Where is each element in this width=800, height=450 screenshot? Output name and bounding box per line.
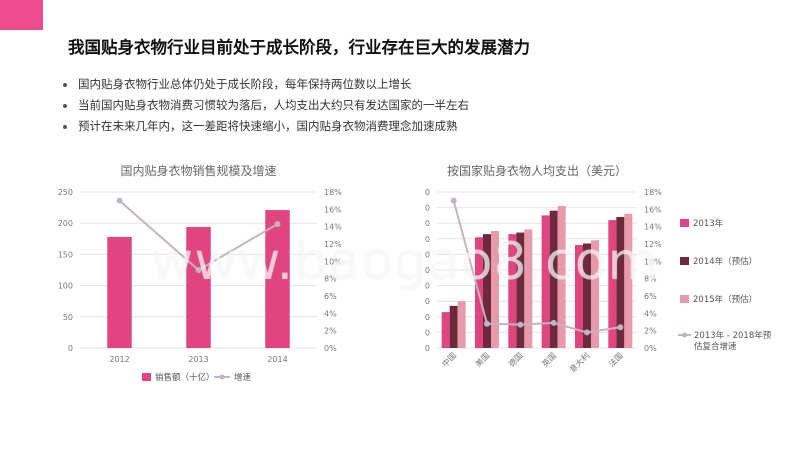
line-point (274, 221, 281, 228)
y-left-tick-label: 100 (425, 188, 430, 197)
y-left-tick-label: 40 (425, 282, 430, 291)
x-tick-label: 意大利 (567, 350, 591, 374)
y-left-tick-label: 70 (425, 235, 430, 244)
y-right-tick-label: 6% (324, 292, 337, 301)
chart-title: 国内贴身衣物销售规模及增速 (120, 163, 276, 178)
y-left-tick-label: 0 (425, 344, 430, 353)
y-right-tick-label: 16% (324, 205, 342, 214)
legend-swatch (680, 257, 689, 265)
y-right-tick-label: 10% (644, 257, 662, 266)
bar (541, 215, 550, 348)
bar (557, 206, 566, 348)
y-right-tick-label: 12% (324, 240, 342, 249)
y-left-tick-label: 60 (425, 250, 430, 259)
per-capita-chart: 按国家贴身衣物人均支出（美元） 0 10 20 30 40 50 60 70 80 90 100 0% 2… (425, 163, 772, 374)
bar (524, 229, 533, 348)
bar (616, 216, 625, 348)
y-right-tick-label: 0% (324, 344, 337, 353)
legend-label: 2013年 - 2018年预 (694, 330, 772, 341)
legend-label: 增速 (234, 372, 252, 383)
y-right-tick-label: 8% (324, 275, 337, 284)
legend-label: 2013年 (693, 218, 724, 229)
line-point (195, 267, 202, 273)
x-tick-label: 2014 (267, 355, 287, 364)
y-right-tick-label: 14% (324, 223, 342, 232)
legend-label: 销售额（十亿） (155, 372, 215, 383)
y-right-tick-label: 12% (644, 240, 662, 249)
y-left-tick-label: 250 (58, 188, 73, 197)
line-point (517, 321, 524, 328)
bar (583, 243, 591, 348)
y-left-tick-label: 50 (63, 313, 73, 322)
legend-label: 2015年（预估） (693, 294, 757, 305)
bullet-item: 当前国内贴身衣物消费习惯较为落后，人均支出大约只有发达国家的一半左右 (62, 95, 469, 116)
bar (549, 210, 558, 348)
slide-title: 我国贴身衣物行业目前处于成长阶段，行业存在巨大的发展潜力 (68, 38, 530, 57)
bar (624, 213, 633, 348)
y-right-tick-label: 8% (644, 275, 657, 284)
y-right-tick-label: 4% (324, 309, 337, 318)
y-left-tick-label: 0 (68, 344, 73, 353)
legend-swatch (680, 295, 689, 303)
bar (449, 305, 458, 348)
bar (107, 236, 132, 348)
x-tick-label: 2013 (188, 355, 208, 364)
legend-swatch (680, 219, 689, 227)
bar (516, 232, 525, 348)
x-tick-label: 中国 (440, 350, 458, 368)
line-point (116, 197, 123, 204)
y-right-tick-label: 0% (644, 344, 657, 353)
line-point (450, 197, 457, 204)
bar (186, 226, 211, 348)
y-left-tick-label: 10 (425, 328, 430, 337)
accent-block (0, 0, 43, 30)
y-right-tick-label: 4% (644, 309, 657, 318)
legend-label: 估复合增速 (694, 341, 737, 352)
sales-chart: 国内贴身衣物销售规模及增速 0 50 100 150 200 250 0% 2% 4% 6% 8% 10… (58, 163, 342, 383)
y-left-tick-label: 20 (425, 313, 430, 322)
line-point (550, 319, 557, 326)
legend-swatch (142, 373, 151, 381)
bar (591, 240, 599, 348)
bullet-item: 国内贴身衣物行业总体仍处于成长阶段，每年保持两位数以上增长 (62, 74, 469, 95)
legend-swatch-dot (219, 374, 225, 380)
x-tick-label: 法国 (606, 350, 624, 368)
bullet-list: 国内贴身衣物行业总体仍处于成长阶段，每年保持两位数以上增长 当前国内贴身衣物消费… (62, 74, 469, 137)
bullet-item: 预计在未来几年内，这一差距将快速缩小，国内贴身衣物消费理念加速成熟 (62, 116, 469, 137)
bar (483, 234, 491, 348)
y-left-tick-label: 150 (58, 250, 73, 259)
bar (575, 245, 583, 348)
y-right-tick-label: 2% (644, 327, 657, 336)
y-right-tick-label: 10% (324, 257, 342, 266)
bar (608, 220, 617, 348)
legend-label: 2014年（预估） (693, 256, 757, 267)
y-right-tick-label: 6% (644, 292, 657, 301)
line-point (484, 320, 490, 327)
x-tick-label: 2012 (109, 355, 129, 364)
y-right-tick-label: 16% (644, 205, 662, 214)
y-left-tick-label: 200 (58, 219, 73, 228)
line-series (452, 200, 621, 334)
legend-swatch-dot (682, 332, 687, 338)
line-point (617, 324, 624, 331)
bar (508, 234, 517, 348)
y-right-tick-label: 2% (324, 327, 337, 336)
x-tick-label: 美国 (473, 350, 491, 368)
y-right-tick-label: 18% (644, 188, 662, 197)
bar (457, 301, 466, 348)
bar (491, 231, 499, 348)
y-left-tick-label: 50 (425, 266, 430, 275)
y-left-tick-label: 30 (425, 297, 430, 306)
chart-title: 按国家贴身衣物人均支出（美元） (447, 163, 627, 178)
y-right-tick-label: 18% (324, 188, 342, 197)
bar (441, 312, 450, 348)
x-tick-label: 英国 (540, 350, 558, 368)
y-left-tick-label: 100 (58, 282, 73, 291)
y-right-tick-label: 14% (644, 223, 662, 232)
y-left-tick-label: 80 (425, 219, 430, 228)
line-point (584, 329, 590, 336)
x-tick-label: 德国 (506, 350, 524, 368)
y-left-tick-label: 90 (425, 204, 430, 213)
bar (265, 210, 290, 348)
